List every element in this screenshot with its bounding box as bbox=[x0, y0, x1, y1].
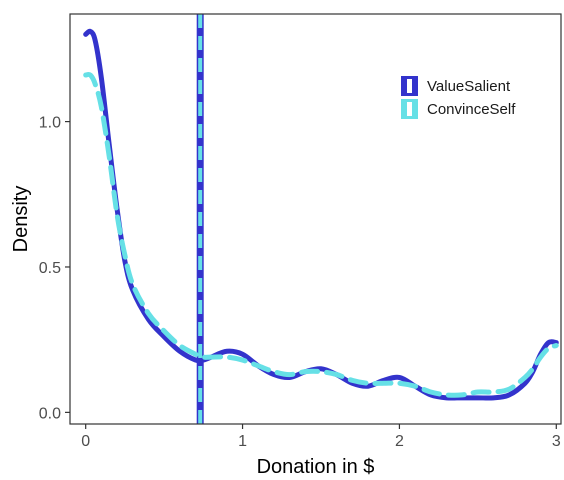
legend-item-convinceself: ConvinceSelf bbox=[401, 99, 516, 119]
plot-area bbox=[83, 14, 559, 424]
x-axis-title: Donation in $ bbox=[257, 456, 375, 475]
series-line-convinceself bbox=[83, 71, 559, 398]
legend-item-valuesalient: ValueSalient bbox=[401, 76, 511, 96]
legend-label-valuesalient: ValueSalient bbox=[427, 78, 511, 95]
panel-border bbox=[69, 13, 562, 425]
y-tick-label: 1.0 bbox=[39, 115, 61, 132]
x-tick-label: 0 bbox=[81, 433, 90, 450]
x-tick-label: 2 bbox=[395, 433, 404, 450]
axes: 0 1 2 3 0.0 0.5 1.0 bbox=[39, 13, 562, 450]
series-line-valuesalient bbox=[83, 28, 559, 401]
x-tick-label: 1 bbox=[238, 433, 247, 450]
legend: ValueSalient ConvinceSelf bbox=[401, 76, 516, 119]
x-tick-label: 3 bbox=[552, 433, 561, 450]
y-tick-label: 0.0 bbox=[39, 405, 61, 422]
y-axis-title: Density bbox=[10, 186, 32, 253]
legend-label-convinceself: ConvinceSelf bbox=[427, 101, 516, 118]
y-tick-label: 0.5 bbox=[39, 260, 61, 277]
legend-key-inner-valuesalient bbox=[407, 79, 412, 93]
legend-key-inner-convinceself bbox=[407, 102, 412, 116]
